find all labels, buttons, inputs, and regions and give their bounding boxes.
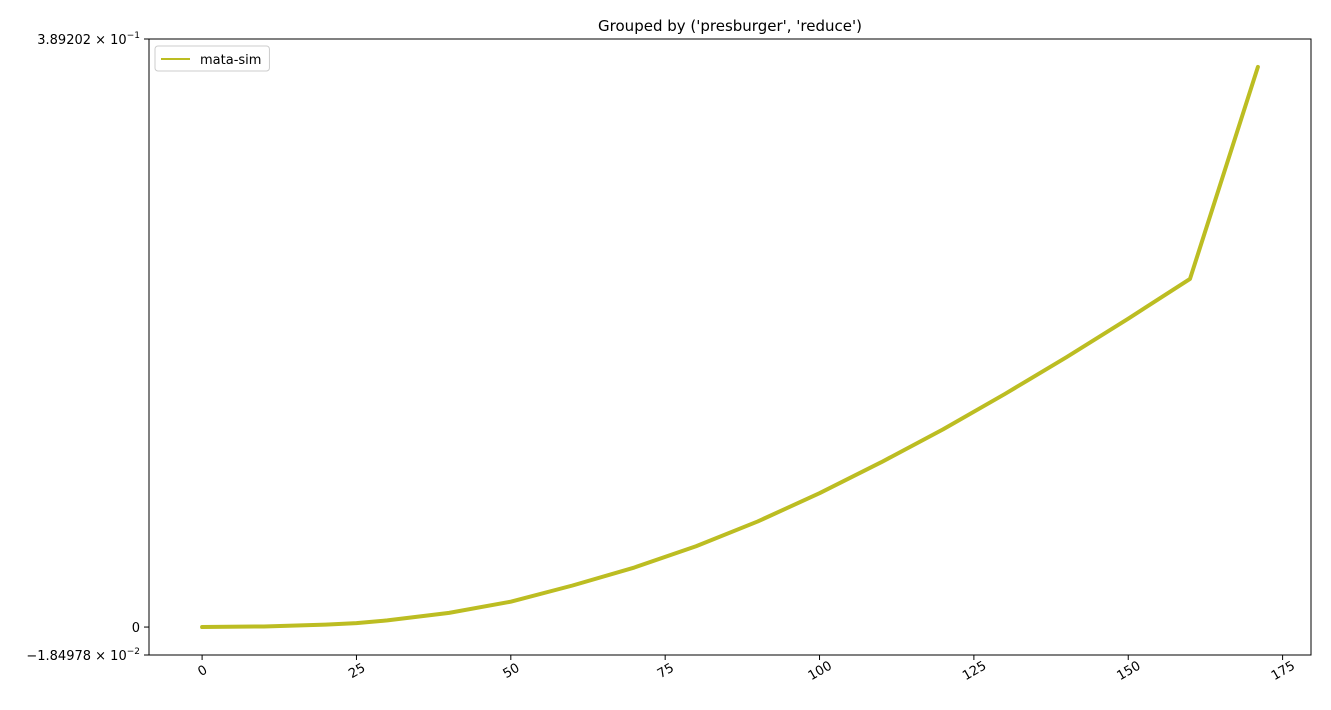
y-tick-label: −1.84978 × 10−2 <box>26 647 140 664</box>
legend: mata-sim <box>154 45 270 72</box>
chart-title: Grouped by ('presburger', 'reduce') <box>598 17 862 35</box>
legend-label: mata-sim <box>200 53 261 68</box>
x-tick-label: 25 <box>346 661 368 682</box>
x-tick-label: 50 <box>501 661 523 682</box>
y-tick-label: 0 <box>132 621 140 636</box>
y-tick-label: 3.89202 × 10−1 <box>37 31 140 48</box>
plot-area <box>200 64 1260 630</box>
y-axis: 3.89202 × 10−1 0 −1.84978 × 10−2 <box>26 31 149 664</box>
legend-box <box>154 45 270 72</box>
plot-frame <box>148 38 1312 656</box>
series-line-mata-sim <box>200 64 1260 630</box>
x-tick-label: 75 <box>655 661 677 682</box>
